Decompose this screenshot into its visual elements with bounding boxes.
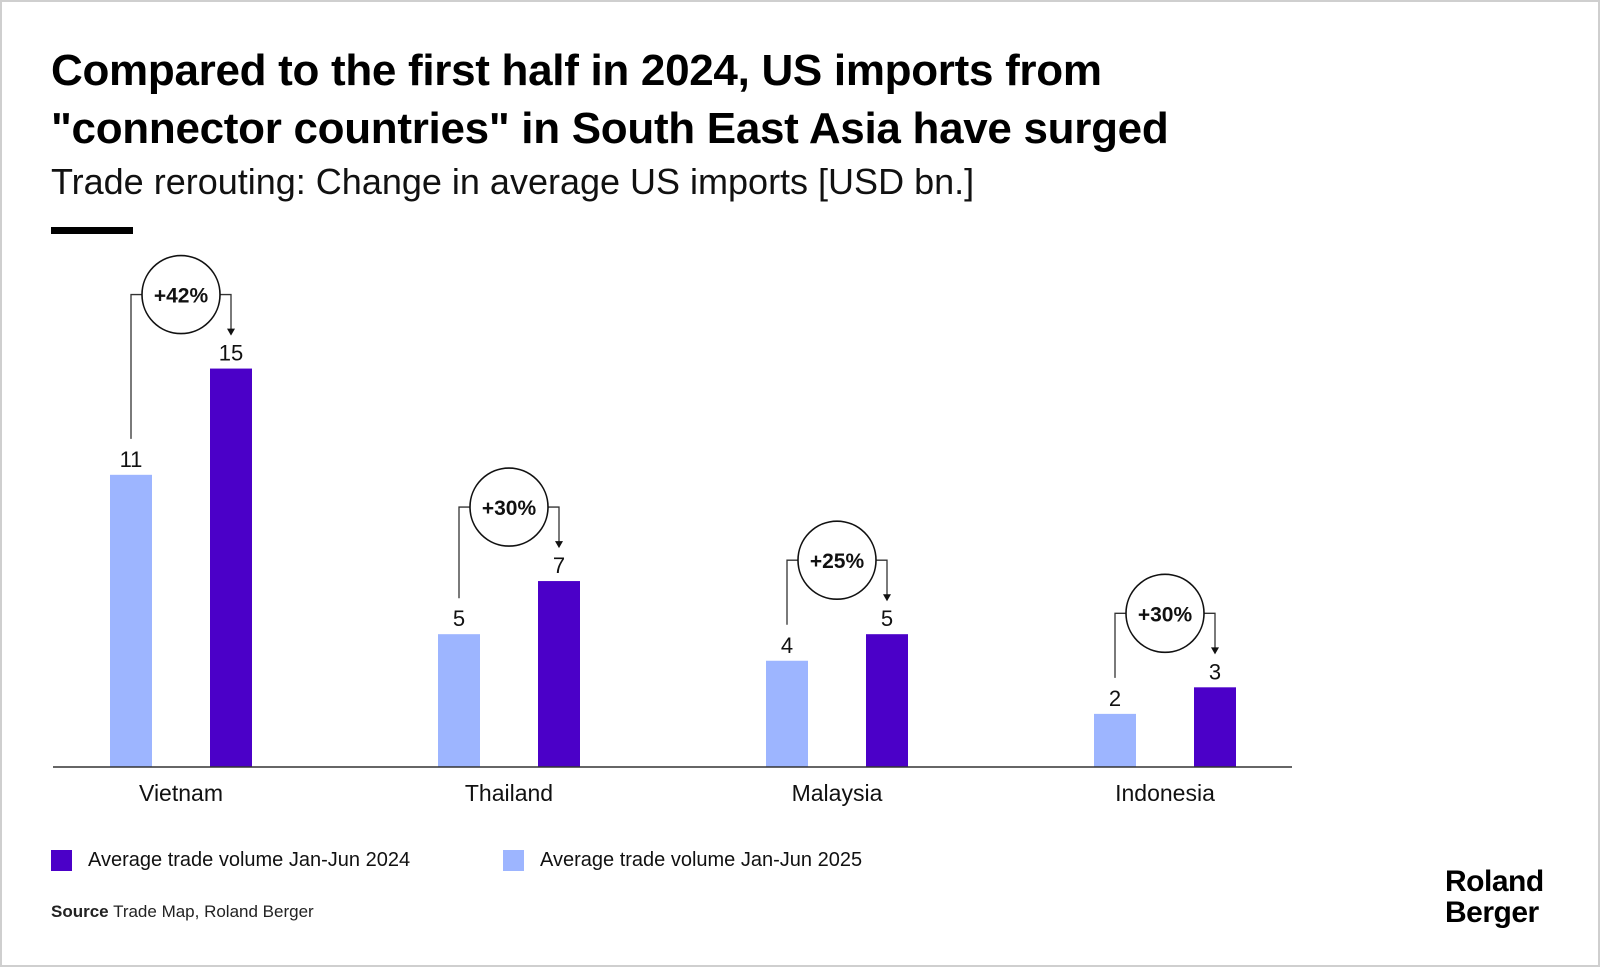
change-arrow-thailand [555, 541, 563, 549]
source-text: Trade Map, Roland Berger [113, 902, 314, 921]
bar-vietnam-2024 [210, 368, 252, 767]
change-label-malaysia: +25% [810, 550, 865, 573]
change-bracket-left-malaysia [786, 559, 798, 625]
bar-vietnam-2025 [110, 474, 152, 767]
category-label-thailand: Thailand [465, 780, 553, 806]
category-label-malaysia: Malaysia [792, 780, 883, 806]
category-label-vietnam: Vietnam [139, 780, 223, 806]
legend-item-2024: Average trade volume Jan-Jun 2024 [51, 848, 410, 872]
change-bracket-right-vietnam [220, 293, 232, 333]
bar-thailand-2024 [538, 581, 580, 767]
chart-title-line-1: Compared to the first half in 2024, US i… [51, 46, 1102, 95]
change-circle-indonesia [1125, 573, 1205, 654]
bar-indonesia-2025 [1094, 713, 1136, 767]
change-bracket-left-vietnam [130, 293, 142, 439]
change-bracket-right-indonesia [1204, 612, 1216, 652]
change-bracket-right-thailand [548, 506, 560, 546]
value-label-thailand-2024: 7 [553, 553, 565, 578]
change-bracket-right-malaysia [876, 559, 888, 599]
roland-berger-logo: Roland Berger [1445, 866, 1544, 928]
source-note: Source Trade Map, Roland Berger [51, 902, 314, 922]
source-label: Source [51, 902, 109, 921]
legend-label-2024: Average trade volume Jan-Jun 2024 [88, 848, 411, 871]
logo-line-1: Roland [1445, 865, 1544, 898]
value-label-malaysia-2024: 5 [881, 606, 893, 631]
chart-title-line-2: "connector countries" in South East Asia… [51, 104, 1169, 153]
change-arrow-indonesia [1211, 647, 1219, 655]
category-label-indonesia: Indonesia [1115, 780, 1215, 806]
value-label-vietnam-2025: 11 [120, 447, 143, 472]
bar-malaysia-2024 [866, 634, 908, 767]
value-label-thailand-2025: 5 [453, 606, 465, 631]
value-label-indonesia-2024: 3 [1209, 659, 1221, 684]
bar-malaysia-2025 [766, 660, 808, 767]
accent-rule [51, 227, 133, 234]
legend-swatch-2024 [51, 849, 72, 871]
change-arrow-vietnam [227, 328, 235, 336]
chart-subtitle: Trade rerouting: Change in average US im… [51, 161, 975, 202]
bar-indonesia-2024 [1194, 687, 1236, 767]
value-label-vietnam-2024: 15 [219, 341, 243, 366]
change-circle-vietnam [141, 254, 221, 335]
change-label-thailand: +30% [482, 497, 537, 520]
chart-title: Compared to the first half in 2024, US i… [51, 42, 1371, 158]
logo-line-2: Berger [1445, 896, 1539, 929]
change-circle-malaysia [797, 520, 877, 600]
value-label-malaysia-2025: 4 [781, 633, 793, 658]
change-label-indonesia: +30% [1138, 603, 1193, 626]
legend-swatch-2025 [503, 849, 524, 871]
value-label-indonesia-2025: 2 [1109, 686, 1121, 711]
legend-label-2025: Average trade volume Jan-Jun 2025 [540, 848, 863, 871]
change-arrow-malaysia [883, 594, 891, 602]
change-bracket-left-indonesia [1114, 612, 1126, 678]
change-label-vietnam: +42% [154, 285, 209, 308]
bar-thailand-2025 [438, 634, 480, 767]
change-bracket-left-thailand [458, 506, 470, 599]
legend-item-2025: Average trade volume Jan-Jun 2025 [503, 848, 862, 872]
change-circle-thailand [469, 467, 549, 547]
